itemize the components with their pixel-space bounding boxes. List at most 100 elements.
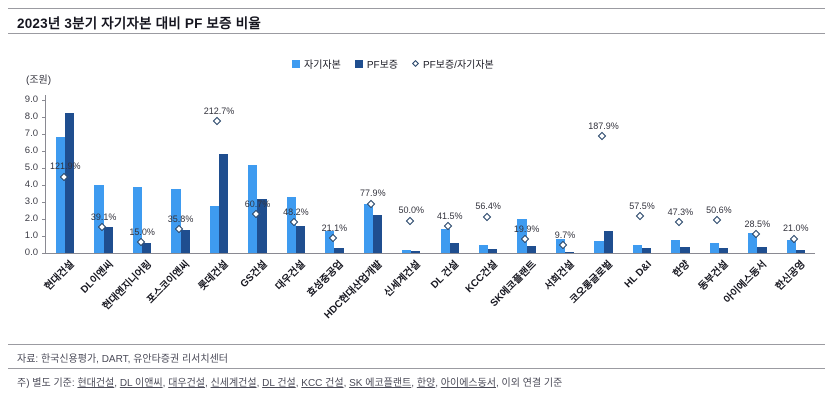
ratio-data-label: 21.1%	[321, 223, 348, 234]
equity-bar	[248, 164, 258, 253]
x-axis-category-label: 대우건설	[273, 259, 308, 293]
pf-guarantee-bar	[411, 251, 421, 253]
ratio-diamond-marker	[482, 212, 491, 222]
y-axis-line	[45, 95, 46, 254]
pf-guarantee-bar	[449, 243, 459, 253]
equity-bar	[56, 137, 66, 253]
y-axis-unit-label: (조원)	[26, 75, 52, 86]
legend-item-equity: 자기자본	[292, 56, 341, 71]
legend-item-pf: PF보증	[354, 56, 398, 71]
x-axis-category-label: 롯데건설	[197, 259, 231, 293]
pf-guarantee-bar	[565, 251, 575, 253]
equity-bar	[286, 196, 296, 253]
ratio-data-label: 50.6%	[706, 205, 732, 216]
ratio-diamond-marker	[636, 211, 645, 221]
y-tick-label: 6.0	[24, 145, 38, 156]
ratio-data-label: 9.7%	[554, 230, 576, 241]
equity-bar	[209, 206, 219, 253]
ratio-data-label: 47.3%	[667, 207, 694, 218]
legend-label-pf: PF보증	[366, 60, 398, 71]
equity-bar	[478, 245, 489, 253]
pf-guarantee-bar	[603, 230, 613, 253]
x-axis-category-label: 서희건설	[543, 259, 577, 293]
basis-company-name: 대우건설	[168, 378, 205, 389]
y-tick-mark	[42, 117, 45, 118]
footer-divider-top	[8, 344, 825, 345]
equity-bar	[440, 229, 450, 253]
x-axis-category-label: 동부건설	[696, 259, 731, 293]
ratio-diamond-marker	[674, 218, 684, 227]
pf-guarantee-bar	[372, 214, 382, 253]
pf-guarantee-bar	[334, 248, 344, 253]
equity-swatch-icon	[292, 59, 300, 68]
y-tick-label: 9.0	[24, 94, 38, 105]
ratio-data-label: 60.7%	[244, 198, 271, 209]
pf-guarantee-bar	[795, 250, 805, 253]
equity-bar	[325, 230, 335, 253]
pf-guarantee-bar	[641, 248, 652, 253]
y-tick-mark	[42, 219, 45, 220]
equity-bar	[632, 244, 642, 253]
pf-guarantee-bar	[257, 199, 267, 253]
equity-bar	[594, 241, 604, 253]
x-axis-category-label: DL이앤씨	[78, 259, 116, 296]
basis-company-name: 아이에스동서	[440, 378, 496, 389]
source-note: 자료: 한국신용평가, DART, 유안타증권 리서치센터	[17, 354, 228, 365]
ratio-diamond-marker	[597, 132, 607, 141]
equity-bar	[94, 185, 104, 253]
ratio-data-label: 50.0%	[398, 205, 425, 216]
ratio-diamond-marker	[213, 116, 222, 126]
x-axis-category-label: KCC건설	[463, 259, 500, 296]
x-axis-category-label: 현대건설	[43, 259, 78, 293]
y-tick-mark	[42, 185, 45, 186]
basis-company-name: KCC 건설	[301, 378, 344, 389]
ratio-data-label: 15.0%	[129, 226, 155, 237]
pf-guarantee-bar	[526, 246, 536, 253]
pf-guarantee-bar	[219, 153, 229, 253]
ratio-data-label: 28.5%	[744, 218, 771, 229]
x-axis-category-label: GS건설	[238, 259, 270, 291]
equity-bar	[363, 203, 373, 253]
ratio-data-label: 35.8%	[167, 214, 194, 225]
basis-company-name: DL 건설	[262, 378, 296, 389]
ratio-data-label: 39.1%	[90, 212, 117, 223]
y-tick-label: 5.0	[24, 162, 38, 173]
equity-bar	[786, 240, 796, 253]
basis-company-name: 현대건설	[77, 378, 115, 389]
ratio-data-label: 48.2%	[283, 206, 309, 217]
ratio-data-label: 56.4%	[475, 201, 501, 212]
legend-label-ratio: PF보증/자기자본	[423, 60, 494, 71]
ratio-diamond-marker	[713, 216, 722, 225]
equity-bar	[171, 189, 181, 253]
pf-guarantee-bar	[718, 247, 729, 253]
basis-company-name: 한양	[416, 378, 436, 389]
y-tick-mark	[42, 100, 45, 101]
ratio-data-label: 19.9%	[513, 223, 540, 234]
basis-company-name: DL 이앤씨	[119, 378, 163, 389]
title-divider	[8, 33, 825, 34]
ratio-data-label: 57.5%	[629, 200, 655, 211]
y-tick-label: 8.0	[24, 111, 38, 122]
ratio-data-label: 77.9%	[360, 188, 386, 199]
ratio-data-label: 21.0%	[783, 223, 809, 234]
equity-bar	[671, 240, 681, 253]
equity-bar	[748, 232, 758, 253]
pf-guarantee-bar	[142, 242, 152, 253]
ratio-data-label: 121.9%	[49, 161, 81, 172]
pf-guarantee-bar	[295, 225, 306, 253]
chart-legend: 자기자본 PF보증 PF보증/자기자본	[292, 56, 494, 71]
legend-label-equity: 자기자본	[304, 60, 341, 71]
pf-guarantee-bar	[680, 247, 690, 253]
x-axis-category-label: 효성중공업	[305, 259, 347, 300]
y-tick-mark	[42, 253, 45, 254]
ratio-data-label: 212.7%	[203, 105, 235, 116]
equity-bar	[132, 186, 143, 253]
y-tick-mark	[42, 236, 45, 237]
equity-bar	[402, 249, 412, 253]
ratio-data-label: 41.5%	[436, 210, 463, 221]
footer-divider-middle	[8, 368, 825, 369]
y-tick-mark	[42, 202, 45, 203]
y-tick-mark	[42, 134, 45, 135]
pf-guarantee-bar	[488, 248, 498, 253]
